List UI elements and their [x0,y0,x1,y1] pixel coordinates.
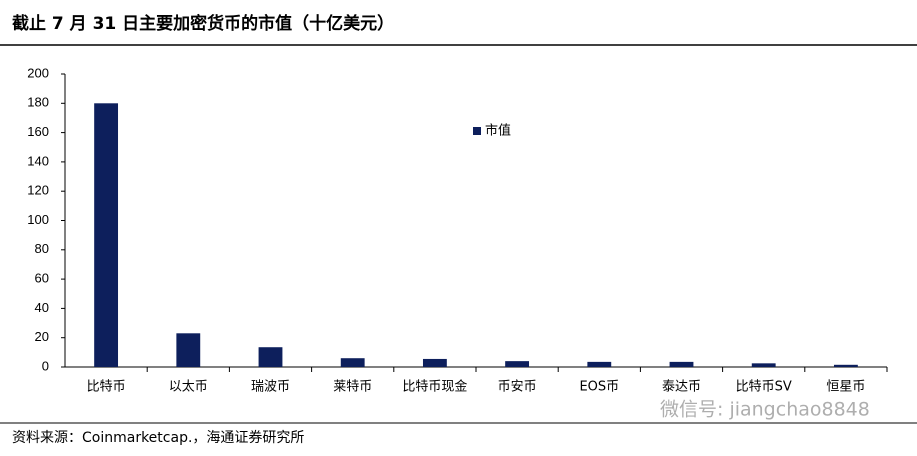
bar [258,347,283,367]
y-tick-label: 100 [27,212,49,227]
bar [833,364,858,367]
x-tick-label: 恒星币 [826,380,865,395]
bar [505,361,530,367]
y-tick-label: 120 [27,183,49,198]
y-tick-label: 180 [27,95,49,110]
y-tick-label: 20 [35,329,49,344]
legend-label: 市值 [485,123,511,139]
y-tick-label: 80 [35,241,49,256]
y-tick-label: 140 [27,153,49,168]
y-tick-label: 60 [35,271,49,286]
bar [340,358,365,367]
x-tick-label: 莱特币 [333,380,372,395]
y-tick-label: 40 [35,300,49,315]
x-tick-label: EOS币 [579,380,619,395]
x-tick-label: 比特币现金 [402,379,467,395]
bar [587,361,612,367]
x-tick-label: 币安币 [498,380,537,395]
x-tick-label: 泰达币 [662,380,701,395]
watermark: 微信号: jiangchao8848 [660,399,870,421]
bar [422,358,447,367]
x-tick-label: 比特币 [87,380,126,395]
chart-title: 截止 7 月 31 日主要加密货币的市值（十亿美元） [12,13,394,34]
bar [751,363,776,367]
source-note: 资料来源：Coinmarketcap.，海通证券研究所 [12,430,304,446]
x-tick-label: 以太币 [169,380,208,395]
bar [669,361,694,367]
y-tick-label: 0 [42,358,49,373]
legend-swatch [473,127,481,135]
x-tick-label: 比特币SV [736,380,792,395]
y-tick-label: 200 [27,65,49,80]
x-tick-label: 瑞波币 [251,380,290,395]
y-tick-label: 160 [27,124,49,139]
bar [94,103,119,368]
bar [176,333,201,367]
